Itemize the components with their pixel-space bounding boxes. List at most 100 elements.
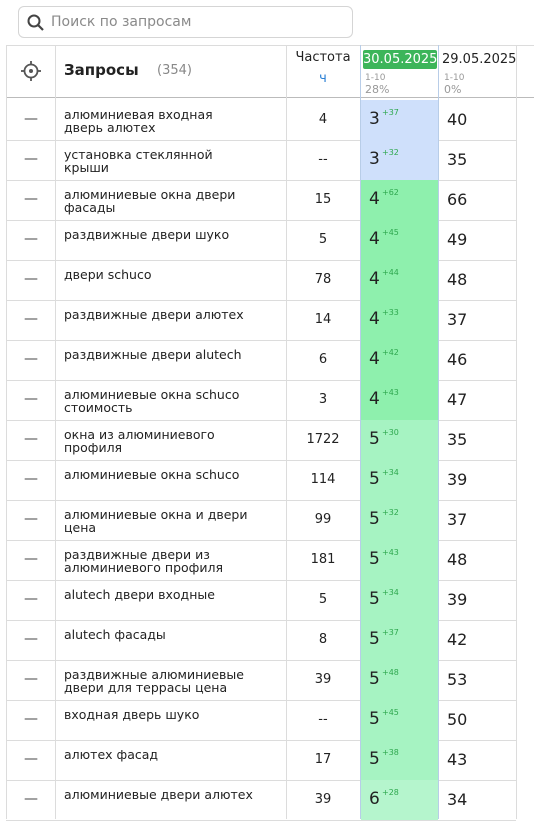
- row-line: [6, 460, 516, 461]
- query-text: алюминиевые окна двери фасады: [64, 187, 236, 215]
- row-dash: —: [24, 111, 38, 127]
- position-change: +32: [382, 148, 399, 157]
- position: 4: [369, 389, 380, 409]
- position-change: +45: [382, 228, 399, 237]
- position-cell: [361, 500, 438, 540]
- prev-position: 35: [447, 430, 468, 449]
- date-label[interactable]: 29.05.2025: [442, 52, 517, 67]
- search-icon: [27, 14, 44, 31]
- frequency-sub[interactable]: ч: [319, 71, 327, 86]
- position-cell: [361, 580, 438, 620]
- position-change: +32: [382, 508, 399, 517]
- row-line: [6, 420, 516, 421]
- row-line: [6, 540, 516, 541]
- prev-position: 53: [447, 670, 468, 689]
- column-line: [360, 45, 361, 819]
- frequency: 4: [318, 112, 328, 127]
- position-cell: [361, 340, 438, 380]
- position: 5: [369, 429, 380, 449]
- row-dash: —: [24, 631, 38, 647]
- prev-position: 48: [447, 270, 468, 289]
- row-line: [6, 660, 516, 661]
- position: 4: [369, 309, 380, 329]
- query-text: раздвижные двери шуко: [64, 227, 230, 242]
- frequency: 114: [310, 472, 336, 487]
- query-text: алютех фасад: [64, 747, 159, 762]
- query-text: входная дверь шуко: [64, 707, 200, 722]
- position-change: +37: [382, 108, 399, 117]
- row-dash: —: [24, 791, 38, 807]
- row-dash: —: [24, 391, 38, 407]
- frequency: 1722: [306, 432, 340, 447]
- row-dash: —: [24, 711, 38, 727]
- frequency: --: [318, 712, 328, 727]
- position-cell: [361, 300, 438, 340]
- query-text: алюминиевые окна и двери цена: [64, 507, 248, 535]
- prev-position: 37: [447, 310, 468, 329]
- row-line: [6, 500, 516, 501]
- search-box[interactable]: Поиск по запросам: [18, 6, 353, 38]
- position: 5: [369, 469, 380, 489]
- position: 6: [369, 789, 380, 809]
- position: 3: [369, 149, 380, 169]
- prev-position: 43: [447, 750, 468, 769]
- position-cell: [361, 420, 438, 460]
- position-cell: [361, 380, 438, 420]
- position-change: +34: [382, 468, 399, 477]
- row-dash: —: [24, 551, 38, 567]
- prev-position: 39: [447, 470, 468, 489]
- queries-label[interactable]: Запросы: [64, 61, 139, 79]
- row-dash: —: [24, 191, 38, 207]
- position: 5: [369, 669, 380, 689]
- date-range: 1-10: [444, 73, 465, 83]
- position-change: +33: [382, 308, 399, 317]
- query-text: окна из алюминиевого профиля: [64, 427, 215, 455]
- query-text: алюминиевые окна schuco стоимость: [64, 387, 240, 415]
- position-cell: [361, 660, 438, 700]
- position-change: +43: [382, 388, 399, 397]
- frequency: 181: [310, 552, 336, 567]
- row-line: [6, 260, 516, 261]
- date-badge[interactable]: 30.05.2025: [363, 50, 438, 69]
- target-icon[interactable]: [20, 60, 42, 82]
- row-dash: —: [24, 751, 38, 767]
- position: 4: [369, 189, 380, 209]
- search-placeholder: Поиск по запросам: [51, 14, 192, 30]
- query-text: алюминиевые окна schuco: [64, 467, 240, 482]
- position: 5: [369, 549, 380, 569]
- position-change: +44: [382, 268, 399, 277]
- frequency: 17: [314, 752, 332, 767]
- prev-position: 48: [447, 550, 468, 569]
- prev-position: 50: [447, 710, 468, 729]
- position-change: +37: [382, 628, 399, 637]
- query-text: alutech двери входные: [64, 587, 215, 602]
- position: 5: [369, 509, 380, 529]
- position-cell: [361, 540, 438, 580]
- row-dash: —: [24, 271, 38, 287]
- query-text: раздвижные двери alutech: [64, 347, 242, 362]
- column-line: [286, 45, 287, 819]
- row-line: [6, 380, 516, 381]
- position-change: +45: [382, 708, 399, 717]
- position: 4: [369, 269, 380, 289]
- row-dash: —: [24, 511, 38, 527]
- date-share: 0%: [444, 83, 462, 96]
- column-line: [6, 45, 7, 819]
- row-line: [6, 140, 516, 141]
- prev-position: 40: [447, 110, 468, 129]
- position: 3: [369, 109, 380, 129]
- row-dash: —: [24, 231, 38, 247]
- query-text: алюминиевые двери алютех: [64, 787, 253, 802]
- prev-position: 66: [447, 190, 468, 209]
- frequency-label[interactable]: Частота: [295, 50, 351, 65]
- position-cell: [361, 620, 438, 660]
- row-dash: —: [24, 311, 38, 327]
- frequency: 39: [314, 792, 332, 807]
- prev-position: 39: [447, 590, 468, 609]
- position-change: +38: [382, 748, 399, 757]
- frequency: 3: [318, 392, 328, 407]
- date-share: 28%: [365, 83, 390, 96]
- prev-position: 47: [447, 390, 468, 409]
- query-text: раздвижные двери алютех: [64, 307, 244, 322]
- row-line: [6, 340, 516, 341]
